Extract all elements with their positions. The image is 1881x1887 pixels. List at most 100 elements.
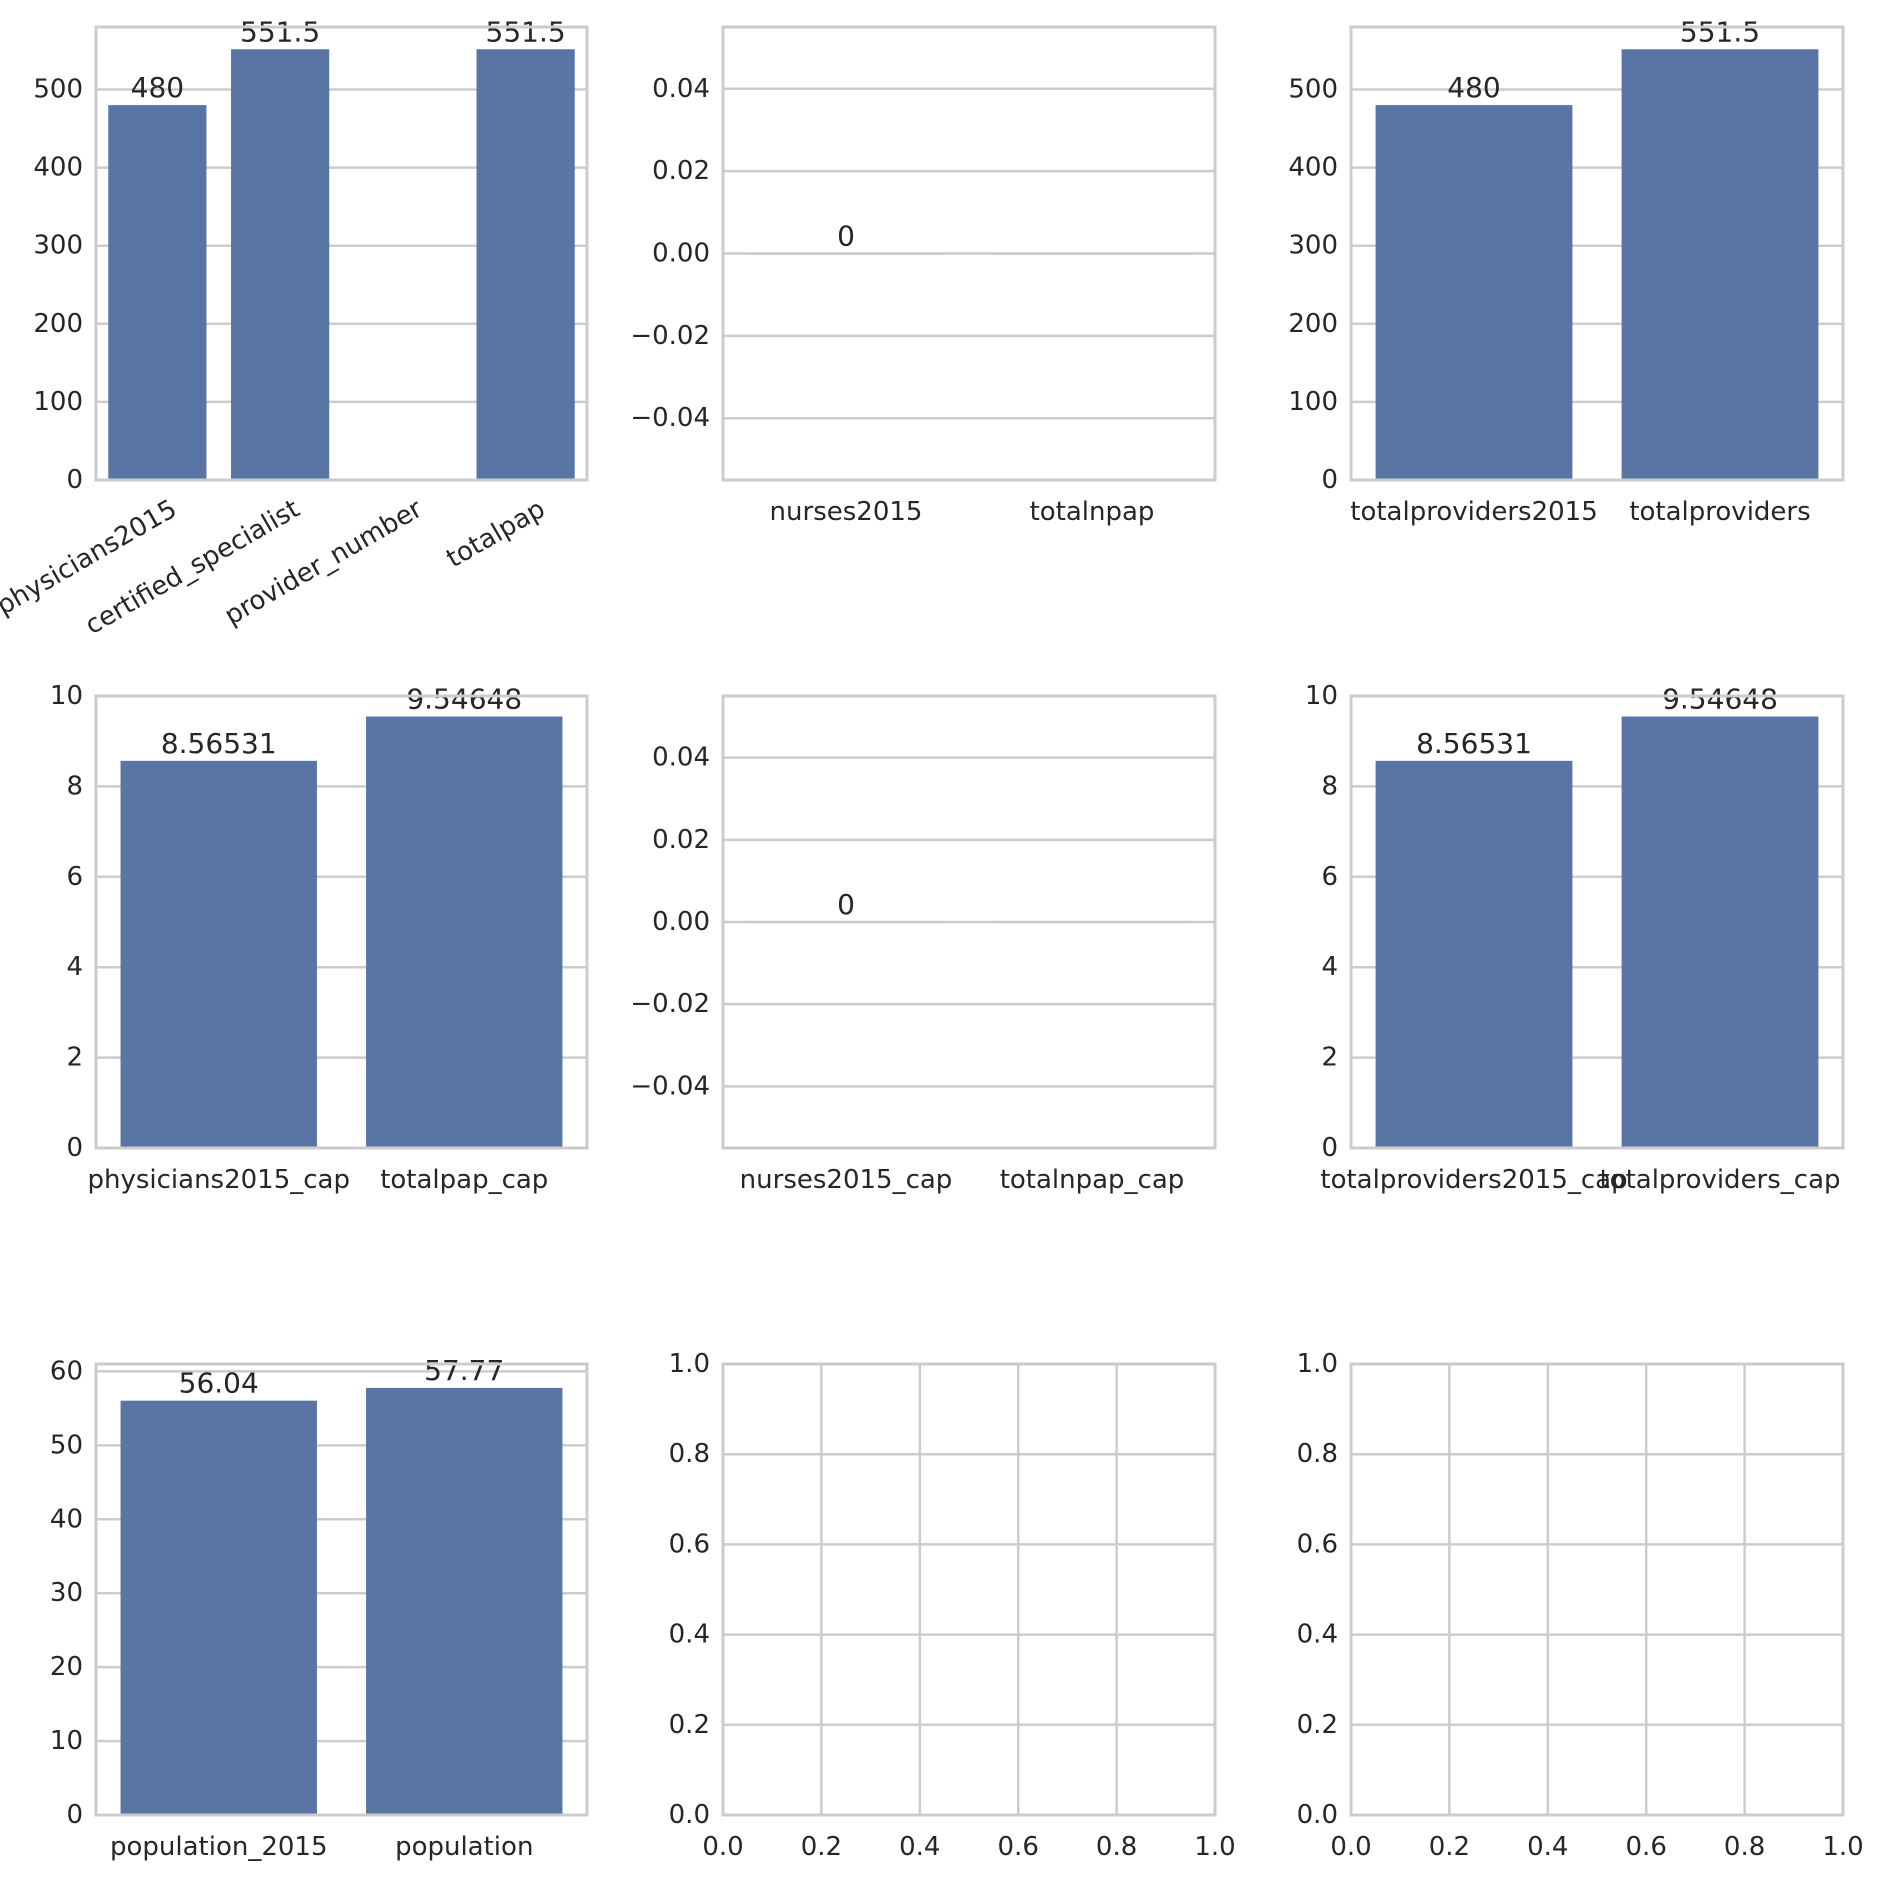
y-tick-label: 8 — [1321, 771, 1338, 801]
y-tick-label: 400 — [1288, 153, 1338, 183]
bar-totalnpap — [993, 253, 1191, 255]
bar-population_2015 — [120, 1400, 317, 1815]
x-tick-label: physicians2015_cap — [87, 1165, 350, 1195]
x-tick-label: 0.6 — [998, 1832, 1039, 1862]
bar-totalproviders — [1621, 49, 1819, 480]
x-tick-label: nurses2015_cap — [740, 1165, 953, 1195]
x-tick-label: 0.6 — [1626, 1832, 1667, 1862]
bar-value-label: 480 — [1447, 71, 1500, 104]
x-tick-label: 0.8 — [1096, 1832, 1137, 1862]
bar-value-label: 0 — [837, 888, 855, 921]
bar-nurses2015_cap — [747, 922, 945, 924]
bar-value-label: 551.5 — [240, 15, 320, 48]
bar-totalproviders_cap — [1621, 716, 1819, 1148]
y-tick-label: 0.02 — [652, 825, 710, 855]
subplot-5: −0.04 −0.02 0.00 0.02 0.04 0 nurses2015_cap tot… — [630, 694, 1217, 1195]
x-tick-label: certified_specialist — [80, 494, 305, 641]
subplot-4: 0 2 4 6 8 10 8.56531 physicians2015_cap 9.54648 t… — [50, 681, 589, 1195]
subplot-9: 0.0 0.2 0.4 0.6 0.8 1.0 0.0 0.2 0.4 0.6 0.8 1.0 — [1297, 1349, 1864, 1862]
y-tick-label: 0.4 — [669, 1620, 710, 1650]
subplot-2: −0.04 −0.02 0.00 0.02 0.04 0 nurses2015 totalnp… — [630, 25, 1217, 527]
y-tick-label: 4 — [66, 952, 83, 982]
y-tick-label: 0.00 — [652, 907, 710, 937]
y-tick-label: −0.04 — [630, 403, 710, 433]
y-tick-label: 0.8 — [1297, 1439, 1338, 1469]
x-tick-label: 0.8 — [1724, 1832, 1765, 1862]
y-tick-label: 100 — [1288, 387, 1338, 417]
y-tick-label: 0 — [66, 1800, 83, 1830]
y-tick-label: 2 — [66, 1043, 83, 1073]
y-tick-label: 8 — [66, 771, 83, 801]
bar-value-label: 8.56531 — [1416, 727, 1532, 760]
bar-certified_specialist — [231, 49, 330, 480]
y-tick-label: 0.6 — [1297, 1529, 1338, 1559]
bar-value-label: 551.5 — [1680, 15, 1760, 48]
x-tick-label: 1.0 — [1822, 1832, 1863, 1862]
y-tick-label: 10 — [1305, 681, 1338, 711]
axes-frame — [94, 1362, 589, 1817]
y-tick-label: 30 — [50, 1578, 83, 1608]
y-tick-label: 0 — [66, 1133, 83, 1163]
bar-value-label: 551.5 — [486, 15, 566, 48]
y-tick-label: 20 — [50, 1652, 83, 1682]
subplot-7: 0 10 20 30 40 50 60 56.04 population_2015 57.77 po… — [50, 1354, 589, 1862]
y-tick-label: 100 — [33, 387, 83, 417]
x-tick-label: 0.0 — [1330, 1832, 1371, 1862]
y-tick-label: 1.0 — [669, 1349, 710, 1379]
y-tick-label: 0 — [1321, 465, 1338, 495]
y-tick-label: 2 — [1321, 1043, 1338, 1073]
axes-frame — [1349, 25, 1845, 482]
bar-totalpap_cap — [366, 716, 563, 1148]
x-tick-label: 1.0 — [1194, 1832, 1235, 1862]
bar-physicians2015_cap — [120, 760, 317, 1148]
y-tick-label: 0.00 — [652, 239, 710, 269]
axes-frame — [721, 694, 1217, 1150]
x-tick-label: 0.4 — [899, 1832, 940, 1862]
y-tick-label: 300 — [33, 231, 83, 261]
y-tick-label: 10 — [50, 681, 83, 711]
y-tick-label: 0.2 — [669, 1710, 710, 1740]
bar-totalnpap_cap — [993, 922, 1191, 924]
axes-frame — [721, 1362, 1217, 1817]
axes-frame — [721, 25, 1217, 482]
x-tick-label: nurses2015 — [770, 497, 923, 527]
subplot-3: 0 100 200 300 400 500 480 totalproviders2015 551… — [1288, 15, 1845, 527]
x-tick-label: 0.2 — [801, 1832, 842, 1862]
y-tick-label: −0.02 — [630, 321, 710, 351]
x-tick-label: totalproviders2015_cap — [1320, 1165, 1627, 1195]
axes-frame — [94, 25, 589, 482]
bar-totalpap — [476, 49, 575, 480]
bar-totalproviders2015_cap — [1375, 760, 1573, 1148]
bar-value-label: 9.54648 — [1662, 682, 1778, 715]
y-tick-label: 6 — [1321, 862, 1338, 892]
y-tick-label: 500 — [33, 74, 83, 104]
bar-value-label: 57.77 — [424, 1354, 504, 1387]
y-tick-label: 0.2 — [1297, 1710, 1338, 1740]
y-tick-label: 0.02 — [652, 156, 710, 186]
x-tick-label: totalnpap_cap — [1000, 1165, 1185, 1195]
y-tick-label: −0.02 — [630, 989, 710, 1019]
x-tick-label: provider_number — [220, 494, 428, 632]
y-tick-label: 200 — [33, 309, 83, 339]
bar-population — [366, 1387, 563, 1815]
y-tick-label: 300 — [1288, 231, 1338, 261]
x-tick-label: 0.2 — [1429, 1832, 1470, 1862]
y-tick-label: 200 — [1288, 309, 1338, 339]
y-tick-label: 0.8 — [669, 1439, 710, 1469]
x-tick-label: totalnpap — [1030, 497, 1155, 527]
y-tick-label: 0.04 — [652, 743, 710, 773]
y-tick-label: 0 — [1321, 1133, 1338, 1163]
x-tick-label: 0.0 — [702, 1832, 743, 1862]
axes-frame — [1349, 694, 1845, 1150]
x-tick-label: totalpap_cap — [380, 1165, 548, 1195]
x-tick-label: population_2015 — [110, 1832, 328, 1862]
y-tick-label: 60 — [50, 1356, 83, 1386]
subplot-8: 0.0 0.2 0.4 0.6 0.8 1.0 0.0 0.2 0.4 0.6 0.8 1.0 — [669, 1349, 1236, 1862]
bar-value-label: 8.56531 — [161, 727, 277, 760]
y-tick-label: 10 — [50, 1726, 83, 1756]
x-tick-label: population — [395, 1832, 533, 1862]
y-tick-label: −0.04 — [630, 1071, 710, 1101]
bar-value-label: 0 — [837, 220, 855, 253]
